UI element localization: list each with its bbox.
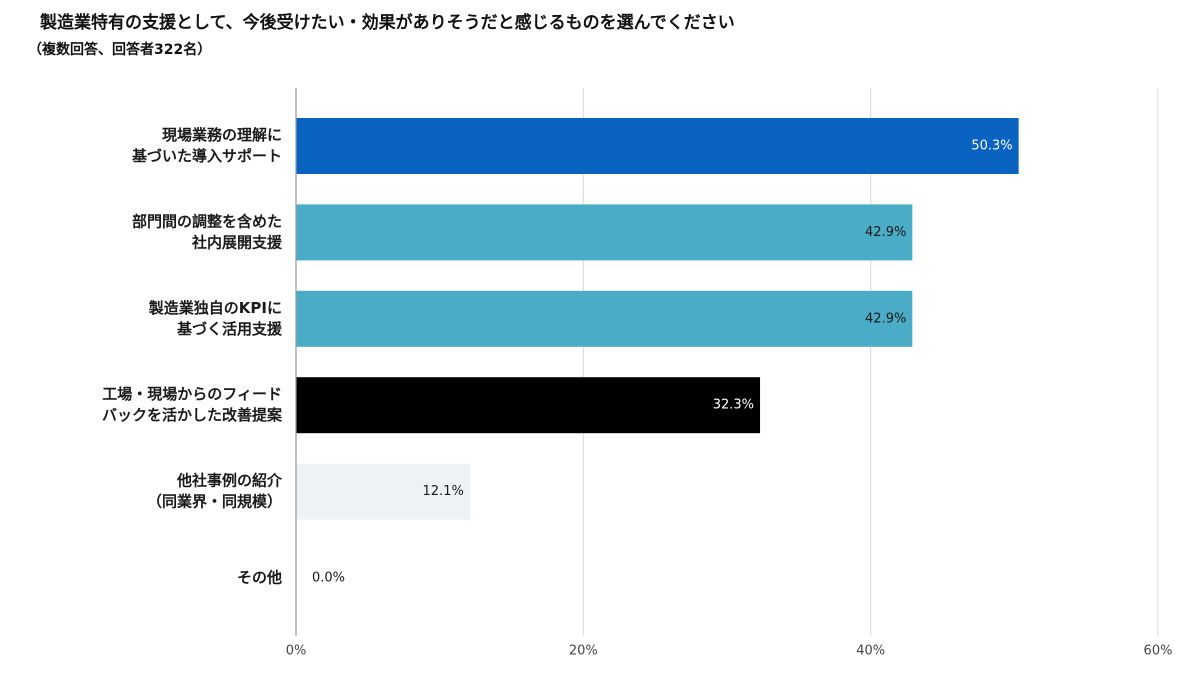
bars xyxy=(296,118,1019,520)
category-label-4: 工場・現場からのフィードバックを活かした改善提案 xyxy=(102,385,283,424)
category-label-3: 製造業独自のKPIに基づく活用支援 xyxy=(148,299,283,338)
value-label-2: 42.9% xyxy=(865,225,906,240)
category-label-line: その他 xyxy=(237,569,282,587)
labels: 0% 20% 40% 60% 50.3% 現場業務の理解に基づいた導入サポート 42.9% 部… xyxy=(102,126,1172,659)
category-label-line: 基づいた導入サポート xyxy=(131,147,282,165)
category-label-line: バックを活かした改善提案 xyxy=(102,406,283,424)
category-label-line: 部門間の調整を含めた xyxy=(132,212,282,230)
x-tick-label: 40% xyxy=(856,644,885,659)
gridlines xyxy=(582,88,1159,636)
category-label-5: 他社事例の紹介 （同業界・同規模） xyxy=(147,472,283,511)
x-tick-label: 0% xyxy=(286,644,307,659)
bar-2 xyxy=(296,204,913,261)
bar-4 xyxy=(296,377,761,434)
category-label-line: 他社事例の紹介 xyxy=(176,472,283,490)
category-label-line: 製造業独自のKPIに xyxy=(148,299,282,317)
value-label-5: 12.1% xyxy=(423,484,464,499)
category-label-2: 部門間の調整を含めた社内展開支援 xyxy=(132,212,283,251)
category-label-1: 現場業務の理解に基づいた導入サポート xyxy=(131,126,282,165)
category-label-line: 基づく活用支援 xyxy=(176,320,283,338)
value-label-1: 50.3% xyxy=(971,139,1012,154)
chart-subtitle: （複数回答、回答者322名） xyxy=(28,42,212,58)
category-label-line: （同業界・同規模） xyxy=(147,493,282,511)
bar-1 xyxy=(296,118,1019,174)
x-tick-label: 20% xyxy=(569,644,598,659)
chart-title: 製造業特有の支援として、今後受けたい・効果がありそうだと感じるものを選んでくださ… xyxy=(40,13,735,33)
value-label-6: 0.0% xyxy=(312,571,345,586)
category-label-6: その他 xyxy=(237,569,282,587)
value-label-3: 42.9% xyxy=(865,311,906,326)
category-label-line: 工場・現場からのフィード xyxy=(102,385,282,403)
bar-5 xyxy=(296,463,470,520)
value-label-4: 32.3% xyxy=(713,398,754,413)
x-tick-label: 60% xyxy=(1144,644,1173,659)
bar-3 xyxy=(296,290,913,347)
category-label-line: 社内展開支援 xyxy=(191,233,283,251)
category-label-line: 現場業務の理解に xyxy=(162,126,282,144)
